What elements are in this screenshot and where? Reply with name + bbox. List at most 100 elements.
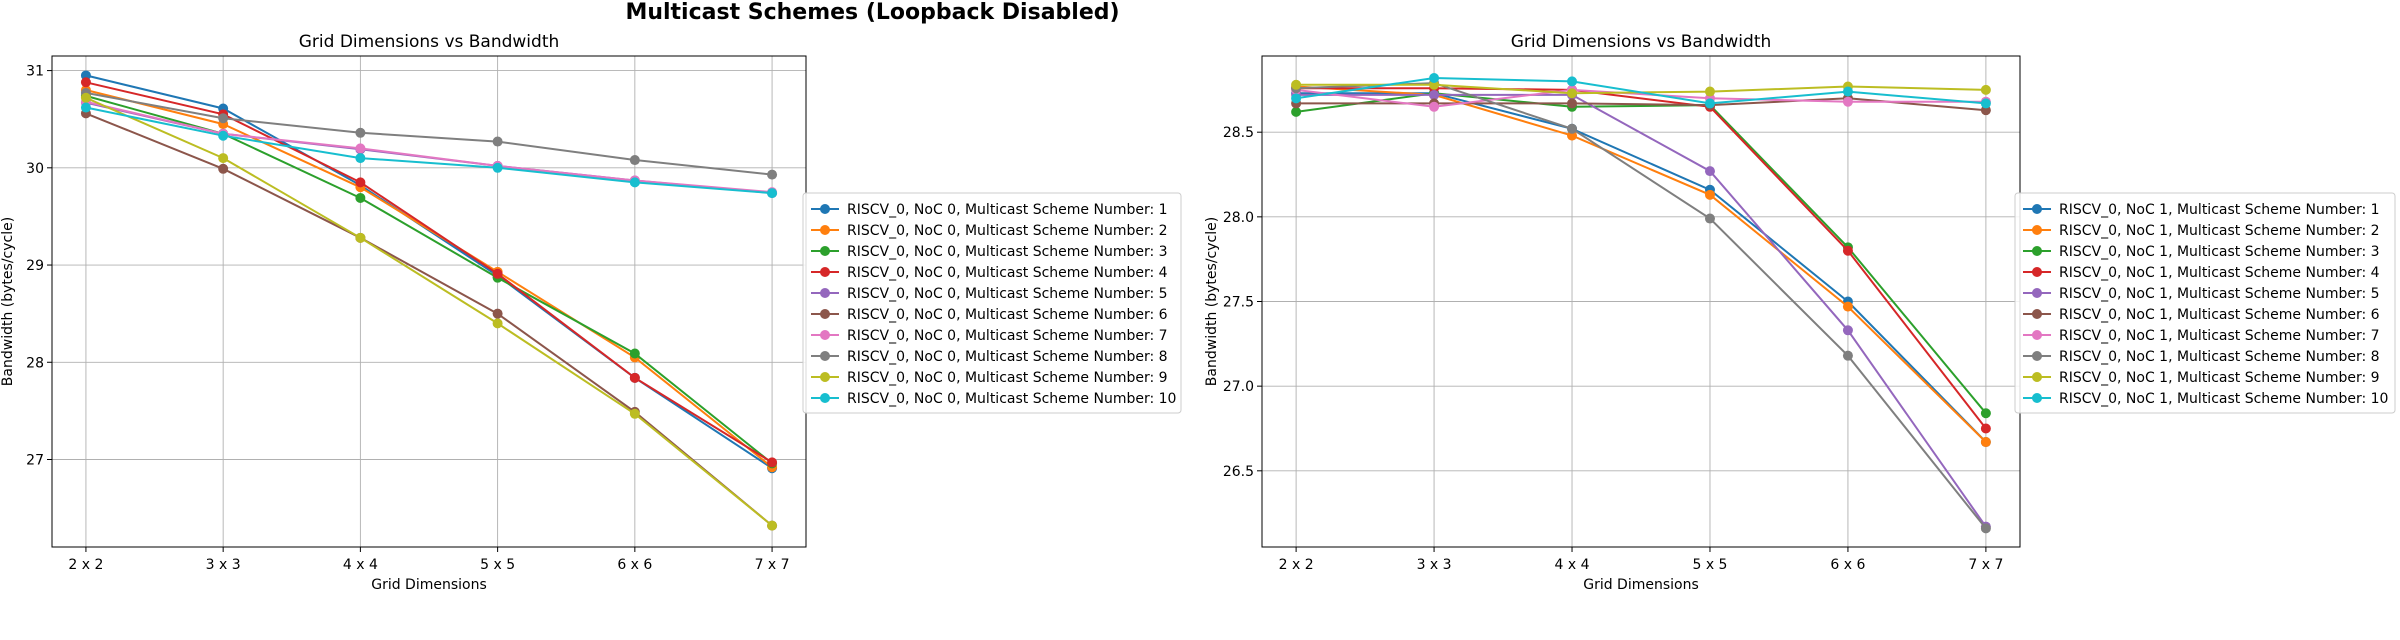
legend-label: RISCV_0, NoC 0, Multicast Scheme Number:… (847, 265, 1168, 281)
legend-label: RISCV_0, NoC 0, Multicast Scheme Number:… (847, 202, 1168, 218)
legend-label: RISCV_0, NoC 1, Multicast Scheme Number:… (2059, 286, 2380, 302)
data-point (492, 136, 503, 147)
data-point (492, 318, 503, 329)
data-point (1291, 93, 1302, 104)
data-point (355, 232, 366, 243)
series-line-7 (1295, 88, 1986, 108)
data-point (218, 113, 229, 124)
legend: RISCV_0, NoC 0, Multicast Scheme Number:… (802, 192, 1182, 414)
legend-marker (820, 267, 830, 277)
legend-label: RISCV_0, NoC 0, Multicast Scheme Number:… (847, 391, 1176, 407)
legend-box (802, 192, 1182, 414)
legend-marker (2032, 246, 2042, 256)
x-tick-label: 3 x 3 (206, 557, 241, 573)
data-point (629, 372, 640, 383)
legend-marker (2032, 204, 2042, 214)
data-point (1429, 89, 1440, 100)
legend-label: RISCV_0, NoC 1, Multicast Scheme Number:… (2059, 328, 2380, 344)
legend-marker (820, 225, 830, 235)
axes-frame (51, 55, 807, 548)
figure-title: Multicast Schemes (Loopback Disabled) (625, 0, 1120, 25)
data-point (1980, 98, 1991, 109)
x-tick-label: 4 x 4 (1555, 557, 1590, 573)
y-tick-label: 31 (26, 64, 44, 80)
data-point (1980, 523, 1991, 534)
chart-title: Grid Dimensions vs Bandwidth (1511, 32, 1772, 52)
data-point (218, 163, 229, 174)
series-line-6 (1296, 97, 1986, 112)
series-line-10 (85, 106, 773, 195)
data-point (492, 308, 503, 319)
y-tick-label: 30 (26, 161, 44, 177)
legend-label: RISCV_0, NoC 1, Multicast Scheme Number:… (2059, 370, 2380, 386)
series-line-1 (85, 74, 773, 470)
series-line-10 (1295, 76, 1986, 105)
y-axis-label: Bandwidth (bytes/cycle) (1204, 217, 1220, 386)
legend-label: RISCV_0, NoC 0, Multicast Scheme Number:… (847, 370, 1168, 386)
y-axis-label: Bandwidth (bytes/cycle) (0, 217, 16, 386)
legend-label: RISCV_0, NoC 1, Multicast Scheme Number:… (2059, 244, 2380, 260)
data-point (1567, 123, 1578, 134)
x-tick-label: 2 x 2 (1279, 557, 1314, 573)
data-point (1842, 301, 1853, 312)
series-line-8 (1296, 82, 1987, 530)
legend: RISCV_0, NoC 1, Multicast Scheme Number:… (2014, 192, 2396, 414)
data-point (1429, 73, 1440, 84)
legend-label: RISCV_0, NoC 0, Multicast Scheme Number:… (847, 244, 1168, 260)
data-point (1980, 408, 1991, 419)
y-tick-label: 27.5 (1223, 295, 1254, 311)
data-point (1842, 96, 1853, 107)
data-point (1567, 76, 1578, 87)
legend-marker (820, 288, 830, 298)
legend-marker (820, 372, 830, 382)
legend-marker (820, 246, 830, 256)
x-tick-label: 7 x 7 (755, 557, 790, 573)
chart-1: 2 x 2 3 x 3 4 x 4 5 x 5 6 x 6 7 x 7 27 28 29 30 31… (0, 32, 1182, 593)
chart-title: Grid Dimensions vs Bandwidth (299, 32, 560, 52)
legend-label: RISCV_0, NoC 1, Multicast Scheme Number:… (2059, 223, 2380, 239)
y-tick-label: 27 (26, 452, 44, 468)
series-line-8 (85, 91, 773, 176)
y-tick-label: 26.5 (1223, 464, 1254, 480)
y-tick-label: 27.0 (1223, 379, 1254, 395)
legend-label: RISCV_0, NoC 1, Multicast Scheme Number:… (2059, 202, 2380, 218)
data-point (1291, 106, 1302, 117)
series-line-5 (1296, 93, 1987, 528)
data-point (1291, 79, 1302, 90)
chart-2: 2 x 2 3 x 3 4 x 4 5 x 5 6 x 6 7 x 7 26.5 27.0 27… (1204, 32, 2396, 593)
x-tick-label: 3 x 3 (1417, 557, 1452, 573)
x-tick-label: 7 x 7 (1968, 557, 2003, 573)
data-point (1842, 350, 1853, 361)
data-point (355, 153, 366, 164)
data-point (1704, 166, 1715, 177)
legend-marker (2032, 288, 2042, 298)
y-tick-label: 28.5 (1223, 125, 1254, 141)
data-point (1704, 213, 1715, 224)
data-point (218, 153, 229, 164)
legend-marker (820, 393, 830, 403)
legend-marker (2032, 309, 2042, 319)
series-line-2 (1296, 85, 1987, 443)
legend-marker (2032, 351, 2042, 361)
legend-label: RISCV_0, NoC 1, Multicast Scheme Number:… (2059, 391, 2388, 407)
series-line-1 (1296, 92, 1987, 443)
data-point (1980, 437, 1991, 448)
data-point (1980, 84, 1991, 95)
legend-marker (820, 309, 830, 319)
y-tick-label: 28 (26, 355, 44, 371)
x-tick-label: 5 x 5 (1692, 557, 1727, 573)
series-line-2 (85, 89, 773, 469)
x-tick-label: 5 x 5 (480, 557, 515, 573)
legend-label: RISCV_0, NoC 0, Multicast Scheme Number:… (847, 349, 1168, 365)
data-point (80, 92, 91, 103)
legend-marker (2032, 267, 2042, 277)
x-tick-label: 6 x 6 (617, 557, 652, 573)
data-point (80, 102, 91, 113)
x-axis-label: Grid Dimensions (1583, 577, 1699, 593)
legend-marker (2032, 393, 2042, 403)
x-tick-label: 2 x 2 (68, 557, 103, 573)
data-point (1842, 325, 1853, 336)
data-point (355, 192, 366, 203)
data-point (629, 155, 640, 166)
